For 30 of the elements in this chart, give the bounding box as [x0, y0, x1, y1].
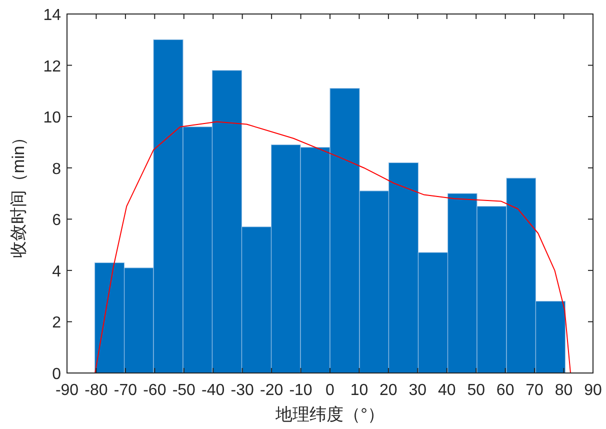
y-tick-label: 8: [52, 160, 62, 178]
y-tick-label: 12: [43, 58, 62, 76]
x-tick-label: 60: [496, 382, 514, 399]
x-tick-label: 50: [467, 382, 486, 399]
x-tick-label: 90: [584, 382, 602, 399]
x-axis-title: 地理纬度（°）: [274, 405, 384, 424]
x-tick-label: 10: [350, 382, 368, 399]
x-tick-label: -60: [143, 382, 166, 399]
y-tick-label: 14: [43, 7, 62, 24]
x-tick-label: -10: [289, 382, 312, 399]
x-tick-label: -20: [260, 382, 284, 399]
x-tick-label: 70: [526, 382, 544, 399]
x-tick-label: 80: [554, 382, 573, 399]
x-tick-label: -80: [84, 382, 108, 399]
x-tick-label: -70: [114, 382, 138, 399]
y-tick-label: 0: [52, 366, 62, 383]
x-tick-label: -50: [172, 382, 196, 399]
y-tick-label: 4: [52, 263, 62, 280]
y-tick-label: 6: [52, 212, 62, 230]
x-tick-label: -40: [202, 382, 225, 399]
x-tick-label: 20: [380, 382, 398, 399]
x-tick-label: -90: [55, 382, 79, 399]
x-tick-label: -30: [230, 382, 254, 399]
y-tick-label: 10: [43, 110, 62, 127]
x-tick-label: 0: [326, 382, 335, 399]
y-axis-title: 收敛时间（min）: [9, 128, 28, 258]
x-tick-label: 40: [438, 382, 456, 399]
y-tick-label: 2: [52, 314, 62, 332]
x-tick-label: 30: [408, 382, 427, 399]
line-series: [94, 121, 571, 374]
